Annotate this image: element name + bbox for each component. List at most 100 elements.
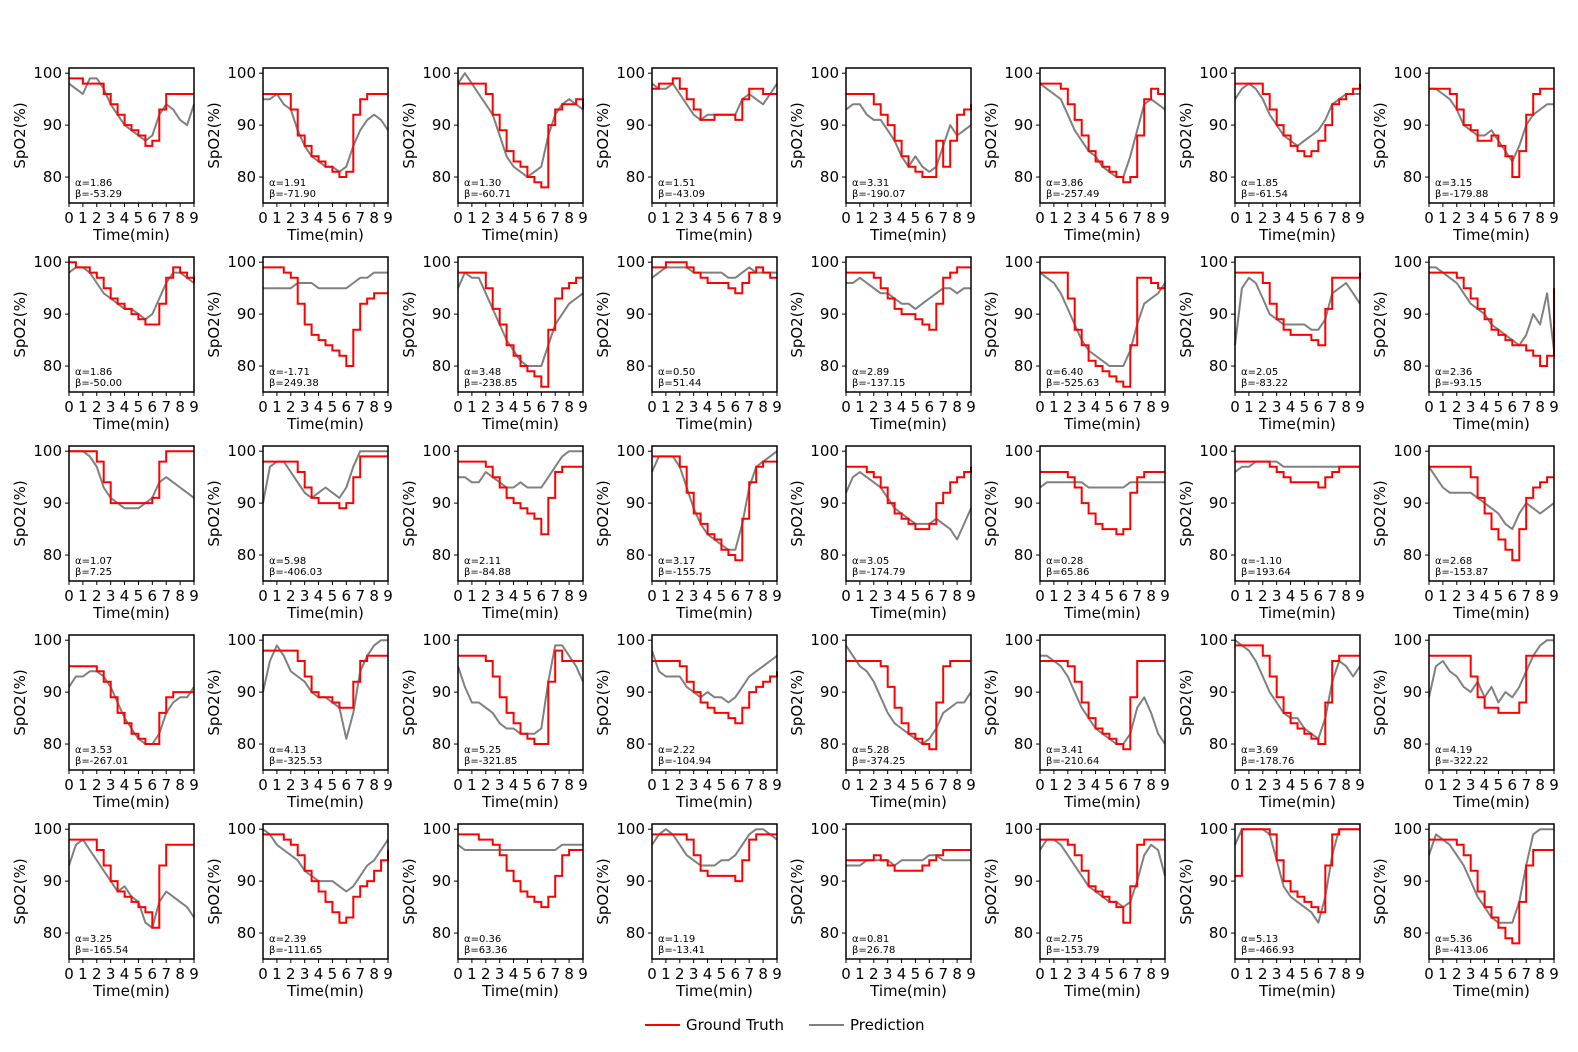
x-tick-label: 4 [1091,209,1101,227]
alpha-annotation: α=2.36 [1435,367,1472,378]
subplot-24: 80 90 100 0 1 2 3 4 5 6 7 8 9 Time(min) SpO2(%) α=2.68β… [1371,442,1559,622]
x-tick-label: 3 [106,965,116,983]
axes-frame [457,445,584,582]
y-tick-label: 80 [237,357,256,375]
ground-truth-line [1429,838,1554,945]
x-tick-label: 4 [509,965,519,983]
x-tick-label: 7 [355,209,365,227]
prediction-line [263,93,389,173]
y-tick-label: 80 [626,735,645,753]
beta-annotation: β=-153.79 [1046,945,1099,956]
x-tick-label: 0 [1035,587,1045,605]
y-tick-label: 80 [1209,546,1228,564]
x-tick-label: 7 [1132,965,1142,983]
alpha-annotation: α=3.86 [1046,178,1083,189]
prediction-line [1039,481,1165,489]
x-tick-label: 9 [1355,398,1365,416]
beta-annotation: β=-60.71 [464,189,511,200]
x-tick-label: 3 [300,209,310,227]
x-tick-label: 5 [523,209,533,227]
beta-annotation: β=-53.29 [75,189,122,200]
x-tick-label: 8 [758,587,768,605]
x-tick-label: 0 [1035,965,1045,983]
alpha-annotation: α=2.75 [1046,934,1083,945]
x-tick-label: 6 [148,965,158,983]
subplot-8: 80 90 100 0 1 2 3 4 5 6 7 8 9 Time(min) SpO2(%) α=3.15β… [1371,64,1559,244]
x-tick-label: 5 [1105,209,1115,227]
x-tick-label: 4 [897,776,907,794]
x-tick-label: 3 [1466,965,1476,983]
alpha-annotation: α=1.30 [464,178,501,189]
x-axis-label: Time(min) [481,982,559,1000]
x-tick-label: 2 [1258,209,1268,227]
x-tick-label: 2 [1063,587,1073,605]
subplot-34: 80 90 100 0 1 2 3 4 5 6 7 8 9 Time(min) SpO2(%) α=2.39β… [205,820,393,1000]
beta-annotation: β=-267.01 [75,756,128,767]
x-tick-label: 3 [689,965,699,983]
x-tick-label: 8 [1341,965,1351,983]
beta-annotation: β=63.36 [464,945,507,956]
prediction-line [458,450,583,489]
axes-frame [262,823,389,960]
y-axis-label: SpO2(%) [788,669,806,735]
x-tick-label: 2 [1452,587,1462,605]
y-tick-label: 100 [422,442,451,460]
x-tick-label: 5 [1105,587,1115,605]
x-tick-label: 6 [1314,587,1324,605]
x-tick-label: 1 [272,776,282,794]
y-tick-label: 80 [1209,924,1228,942]
beta-annotation: β=-174.79 [852,567,905,578]
y-tick-label: 80 [43,924,62,942]
alpha-annotation: α=5.25 [464,745,501,756]
x-tick-label: 6 [1119,965,1129,983]
x-axis-label: Time(min) [1452,415,1530,433]
x-tick-label: 1 [1438,398,1448,416]
beta-annotation: β=-93.15 [1435,378,1482,389]
x-tick-label: 0 [258,587,268,605]
y-axis-label: SpO2(%) [1177,102,1195,168]
x-tick-label: 8 [1535,965,1545,983]
axes-frame [651,823,778,960]
beta-annotation: β=-84.88 [464,567,511,578]
x-tick-label: 2 [286,965,296,983]
y-tick-label: 90 [820,683,839,701]
alpha-annotation: α=2.05 [1241,367,1278,378]
x-tick-label: 2 [675,965,685,983]
y-tick-label: 100 [1199,442,1228,460]
axes-frame [1428,445,1555,582]
y-tick-label: 100 [810,253,839,271]
y-axis-label: SpO2(%) [982,480,1000,546]
beta-annotation: β=-153.87 [1435,567,1488,578]
ground-truth-line [652,261,777,295]
x-tick-label: 8 [175,398,185,416]
x-tick-label: 4 [1091,398,1101,416]
x-tick-label: 0 [1035,776,1045,794]
y-axis-label: SpO2(%) [11,669,29,735]
x-tick-label: 6 [1508,209,1518,227]
x-tick-label: 4 [1480,965,1490,983]
x-tick-label: 1 [1049,398,1059,416]
x-tick-label: 8 [1341,776,1351,794]
x-tick-label: 5 [911,209,921,227]
x-tick-label: 9 [966,209,976,227]
alpha-annotation: α=1.91 [269,178,306,189]
y-tick-label: 100 [33,820,62,838]
alpha-annotation: α=1.07 [75,556,112,567]
x-tick-label: 3 [883,587,893,605]
x-tick-label: 9 [1355,776,1365,794]
x-tick-label: 5 [1300,209,1310,227]
x-tick-label: 1 [1244,965,1254,983]
x-tick-label: 4 [314,209,324,227]
subplot-39: 80 90 100 0 1 2 3 4 5 6 7 8 9 Time(min) SpO2(%) α=5.13β… [1177,820,1365,1000]
y-tick-label: 80 [1014,735,1033,753]
x-tick-label: 7 [1327,776,1337,794]
y-axis-label: SpO2(%) [1177,858,1195,924]
x-tick-label: 7 [744,398,754,416]
x-tick-label: 7 [1521,398,1531,416]
x-tick-label: 6 [731,776,741,794]
alpha-annotation: α=1.85 [1241,178,1278,189]
x-tick-label: 8 [952,965,962,983]
x-tick-label: 6 [925,776,935,794]
axes-frame [262,445,389,582]
x-tick-label: 4 [120,776,130,794]
